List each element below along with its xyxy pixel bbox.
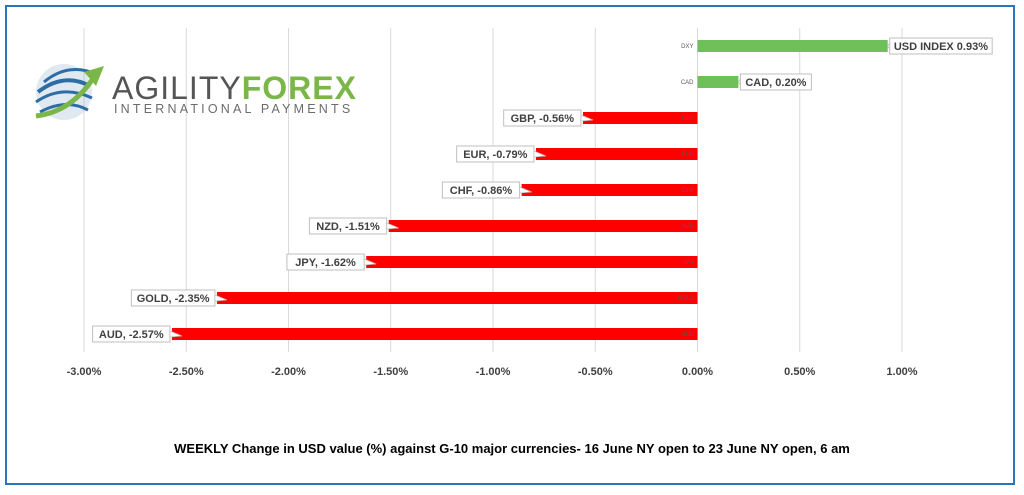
label-pointer [519, 186, 532, 194]
category-code: CHF [682, 188, 695, 194]
bar-eur [535, 148, 698, 160]
chart-frame [5, 5, 1015, 485]
data-label: CHF, -0.86% [450, 185, 513, 197]
data-label: GBP, -0.56% [511, 113, 575, 125]
label-pointer [386, 222, 399, 230]
label-pointer [533, 150, 547, 158]
x-tick-label: -3.00% [67, 366, 102, 378]
x-tick-label: 1.00% [886, 366, 917, 378]
category-code: CAD [681, 80, 694, 86]
data-label: NZD, -1.51% [316, 221, 380, 233]
bar-jpy [366, 256, 698, 268]
x-tick-label: -1.00% [476, 366, 511, 378]
label-pointer [580, 114, 594, 122]
category-code: JPY [683, 260, 694, 266]
x-tick-label: -2.50% [169, 366, 204, 378]
label-pointer [737, 77, 741, 87]
data-label: JPY, -1.62% [295, 257, 356, 269]
x-tick-label: 0.00% [682, 366, 713, 378]
agility-forex-logo: AGILITYFOREX INTERNATIONAL PAYMENTS [30, 52, 356, 132]
label-pointer [169, 330, 183, 338]
category-code: DXY [681, 44, 693, 50]
brand-tagline: INTERNATIONAL PAYMENTS [114, 102, 354, 116]
data-label: EUR, -0.79% [463, 149, 527, 161]
bars [171, 40, 888, 340]
data-label: CAD, 0.20% [745, 77, 806, 89]
label-pointer [214, 294, 228, 302]
x-axis-ticks: -3.00% -2.50% -2.00% -1.50% -1.00% -0.50% 0.00… [67, 366, 918, 378]
bar-gold [216, 292, 698, 304]
x-tick-label: 0.50% [784, 366, 815, 378]
bar-dxy [697, 40, 888, 52]
chart-caption: WEEKLY Change in USD value (%) against G… [174, 441, 850, 456]
brand-name-part1: AGILITY [112, 70, 242, 106]
data-label: USD INDEX 0.93% [894, 41, 988, 53]
category-code: AUD [682, 332, 695, 338]
brand-name-part2: FOREX [241, 70, 357, 106]
category-code: GOLD [677, 296, 695, 302]
bar-cad [697, 76, 739, 88]
category-code: EUR [682, 152, 695, 158]
x-tick-label: -2.00% [271, 366, 306, 378]
x-tick-label: -1.50% [373, 366, 408, 378]
bar-nzd [388, 220, 698, 232]
bar-gbp [582, 112, 698, 124]
label-pointer [363, 258, 377, 266]
bar-chf [521, 184, 698, 196]
category-code: GBP [682, 116, 695, 122]
globe-logo-icon [35, 64, 104, 120]
x-tick-label: -0.50% [578, 366, 613, 378]
category-codes: DXY CAD GBP EUR CHF NZD JPY GOLD AUD [677, 44, 695, 338]
category-code: NZD [682, 224, 695, 230]
data-label: GOLD, -2.35% [137, 293, 210, 305]
data-labels: USD INDEX 0.93% CAD, 0.20% GBP, -0.56% EUR,… [92, 37, 993, 343]
bar-aud [171, 328, 698, 340]
data-label: AUD, -2.57% [99, 329, 164, 341]
label-pointer [887, 41, 891, 51]
